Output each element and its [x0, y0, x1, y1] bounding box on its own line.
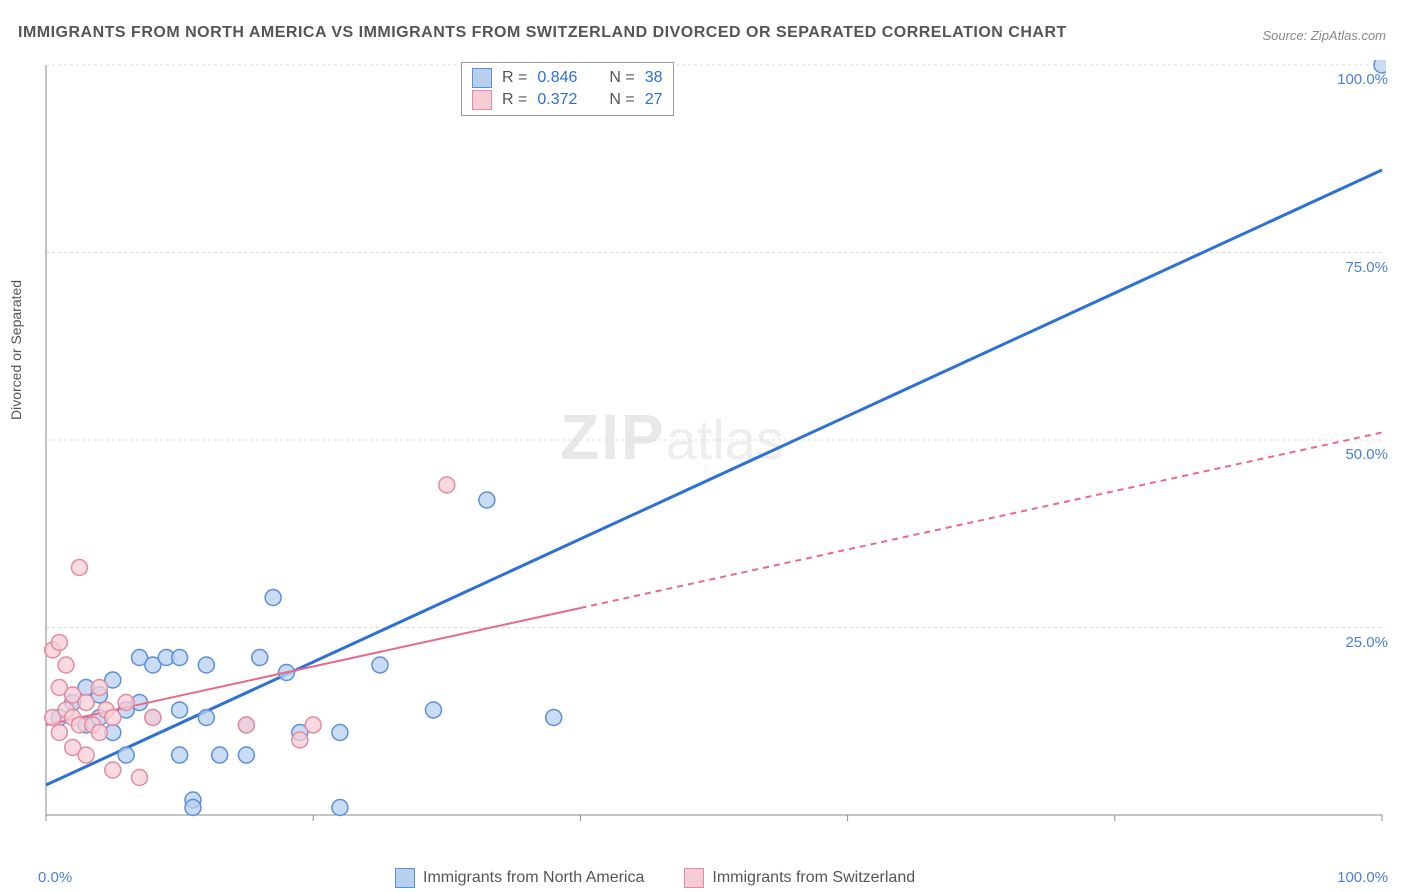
stats-r-val-na: 0.846 [537, 69, 577, 87]
y-axis-100-label: 100.0% [1337, 71, 1388, 88]
x-axis-min-label: 0.0% [38, 869, 72, 886]
chart-svg [42, 60, 1386, 840]
stats-box: R = 0.846 N = 38 R = 0.372 N = 27 [461, 62, 674, 116]
stats-r-val-ch: 0.372 [537, 91, 577, 109]
stats-row-ch: R = 0.372 N = 27 [472, 89, 663, 111]
legend-label-na: Immigrants from North America [423, 869, 644, 887]
x-axis-max-label: 100.0% [1337, 869, 1388, 886]
swatch-na [472, 68, 492, 88]
y-axis-50-label: 50.0% [1345, 446, 1388, 463]
legend-item-na: Immigrants from North America [395, 868, 644, 888]
legend-swatch-na [395, 868, 415, 888]
stats-n-label: N = [609, 69, 634, 87]
y-axis-label: Divorced or Separated [8, 280, 24, 420]
y-axis-75-label: 75.0% [1345, 259, 1388, 276]
swatch-ch [472, 90, 492, 110]
stats-n-val-ch: 27 [645, 91, 663, 109]
stats-n-label: N = [609, 91, 634, 109]
plot-area [42, 60, 1386, 840]
legend-label-ch: Immigrants from Switzerland [712, 869, 915, 887]
legend-swatch-ch [684, 868, 704, 888]
stats-r-label: R = [502, 69, 527, 87]
y-axis-25-label: 25.0% [1345, 634, 1388, 651]
source-attribution: Source: ZipAtlas.com [1262, 28, 1386, 43]
chart-title: IMMIGRANTS FROM NORTH AMERICA VS IMMIGRA… [18, 24, 1067, 42]
stats-row-na: R = 0.846 N = 38 [472, 67, 663, 89]
chart-container: IMMIGRANTS FROM NORTH AMERICA VS IMMIGRA… [0, 0, 1406, 892]
stats-n-val-na: 38 [645, 69, 663, 87]
stats-r-label: R = [502, 91, 527, 109]
legend-item-ch: Immigrants from Switzerland [684, 868, 915, 888]
legend: Immigrants from North America Immigrants… [395, 868, 915, 888]
